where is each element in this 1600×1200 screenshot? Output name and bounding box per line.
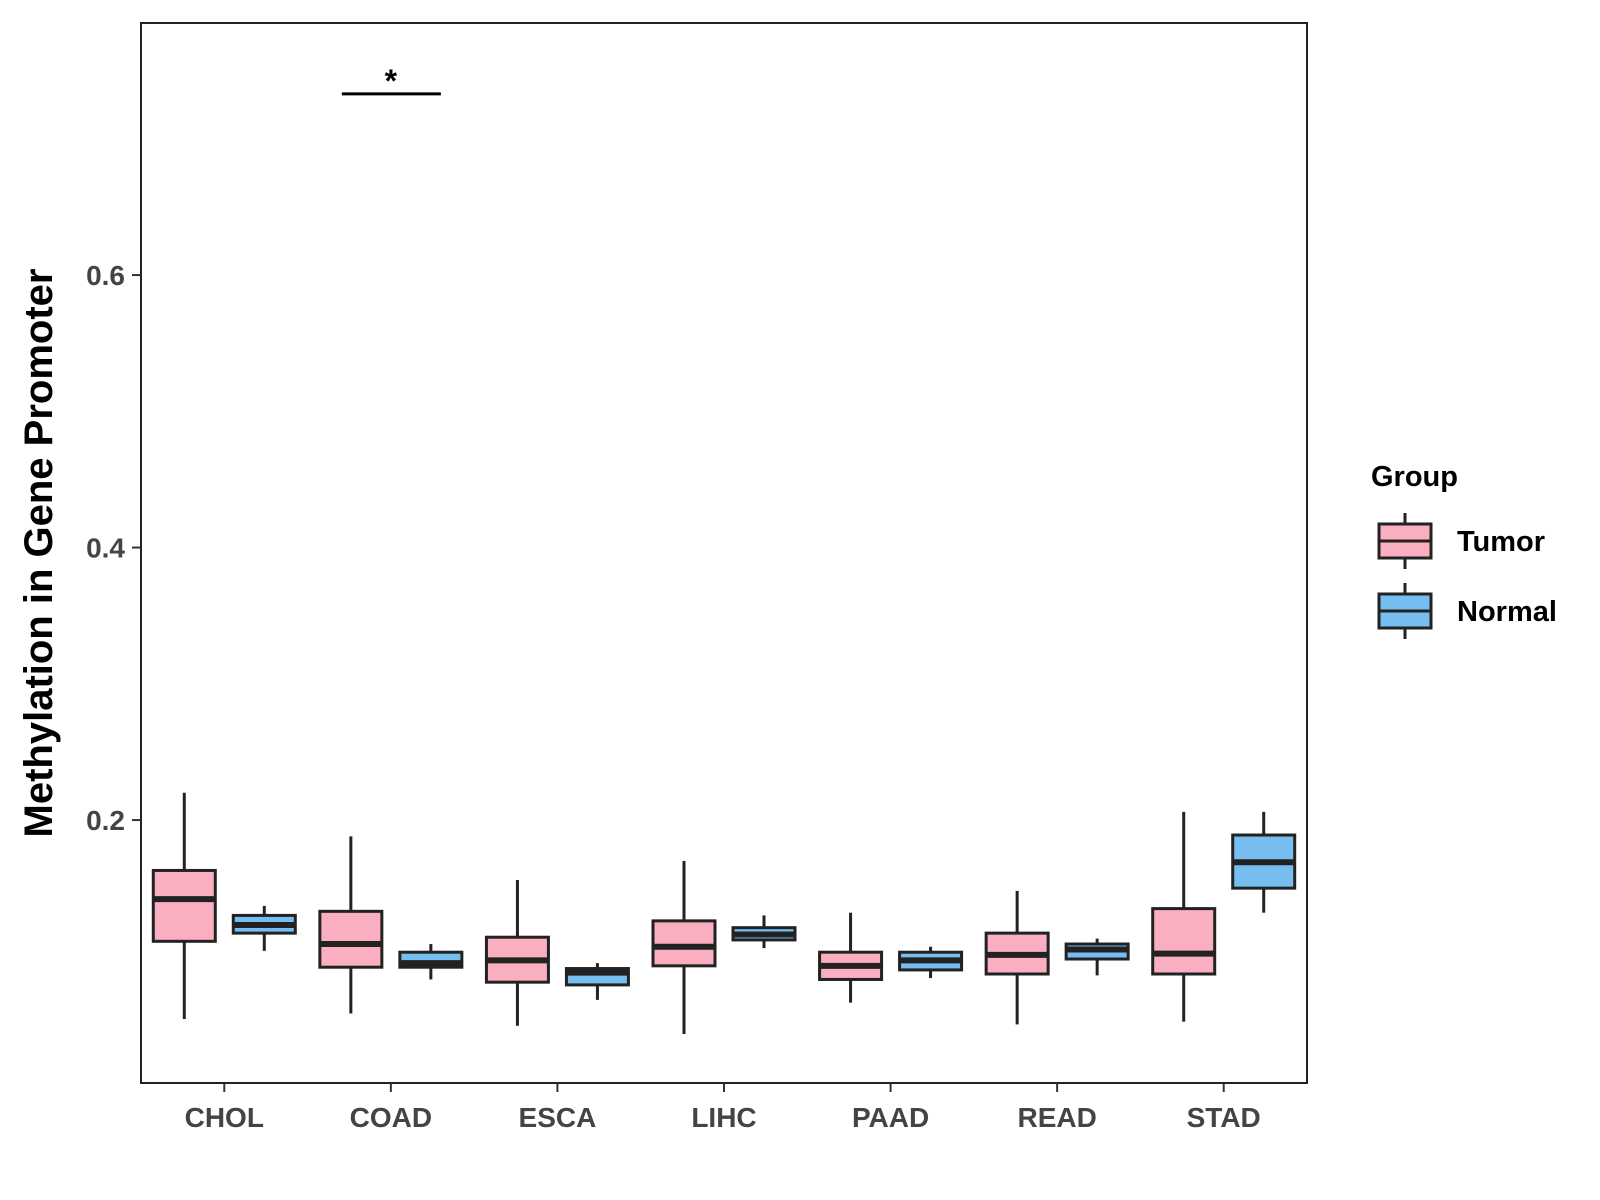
x-axis: CHOL COAD ESCA LIHC PAAD READ STAD <box>185 1083 1261 1133</box>
y-axis-title: Methylation in Gene Promoter <box>17 269 61 838</box>
box-normal-stad <box>1231 811 1297 913</box>
box-normal-paad <box>898 946 964 979</box>
legend-entry-label: Normal <box>1457 596 1557 628</box>
y-tick-label: 0.6 <box>86 260 125 291</box>
box-iqr <box>1151 907 1217 976</box>
y-tick-label: 0.4 <box>86 533 125 564</box>
box-tumor-paad <box>818 912 884 1003</box>
x-tick-label: COAD <box>350 1102 432 1133</box>
legend-entry-tumor: Tumor <box>1377 513 1545 569</box>
significance-label: * <box>385 63 398 99</box>
box-tumor-esca <box>484 879 550 1026</box>
x-tick-label: STAD <box>1187 1102 1261 1133</box>
box-series <box>151 792 1297 1034</box>
legend-title: Group <box>1371 461 1458 493</box>
x-tick-label: READ <box>1017 1102 1096 1133</box>
box-iqr <box>651 919 717 968</box>
x-tick-label: CHOL <box>185 1102 264 1133</box>
box-normal-lihc <box>731 915 797 949</box>
box-iqr <box>318 909 384 969</box>
box-tumor-stad <box>1151 811 1217 1022</box>
legend-entry-normal: Normal <box>1377 583 1557 639</box>
box-tumor-coad <box>318 836 384 1014</box>
box-normal-coad <box>398 944 464 980</box>
y-tick-label: 0.2 <box>86 805 125 836</box>
legend-entry-label: Tumor <box>1457 526 1545 558</box>
box-iqr <box>151 868 217 943</box>
x-tick-label: PAAD <box>852 1102 929 1133</box>
box-tumor-read <box>984 890 1050 1025</box>
box-tumor-chol <box>151 792 217 1019</box>
plot-panel <box>140 22 1308 1084</box>
x-tick-label: ESCA <box>519 1102 597 1133</box>
y-axis: 0.2 0.4 0.6 <box>86 260 141 836</box>
box-normal-read <box>1064 938 1130 976</box>
box-normal-esca <box>564 963 630 1000</box>
legend: Group Tumor Normal <box>1371 461 1557 639</box>
box-normal-chol <box>231 905 297 951</box>
significance-annotations: * <box>341 63 441 99</box>
x-tick-label: LIHC <box>691 1102 756 1133</box>
box-tumor-lihc <box>651 860 717 1034</box>
